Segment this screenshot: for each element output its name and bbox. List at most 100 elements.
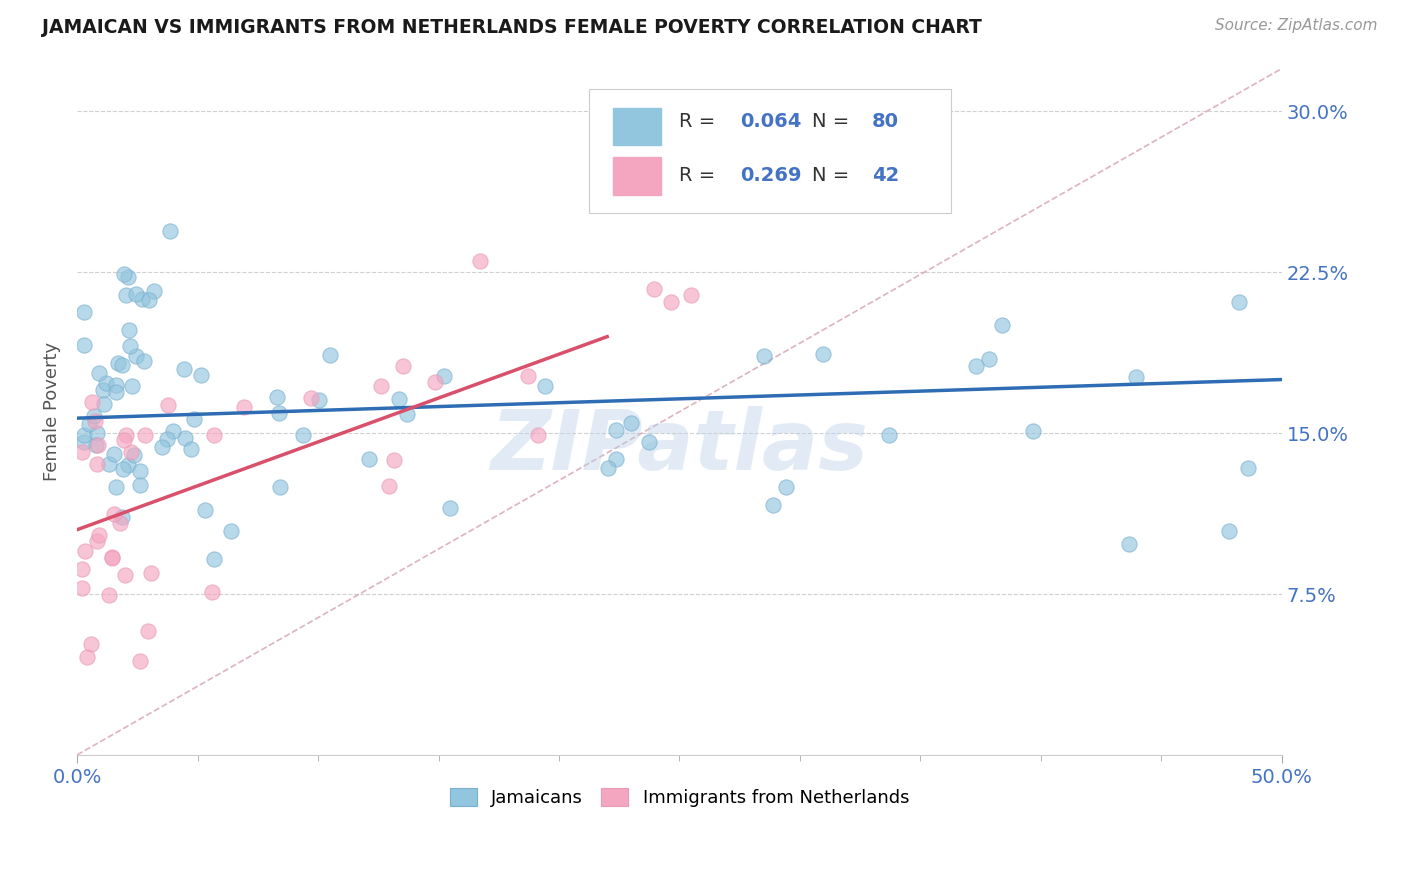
Point bbox=[73, 435, 96, 450]
Point bbox=[128, 464, 150, 478]
Point bbox=[762, 498, 785, 512]
Point bbox=[202, 428, 225, 442]
Point bbox=[308, 392, 330, 407]
Text: N =: N = bbox=[813, 112, 855, 131]
Point bbox=[86, 426, 108, 441]
Point bbox=[141, 566, 163, 580]
Point bbox=[977, 352, 1000, 367]
Text: 80: 80 bbox=[872, 112, 900, 131]
Point bbox=[378, 479, 401, 493]
Point bbox=[75, 544, 97, 558]
Point bbox=[136, 624, 159, 639]
Point bbox=[990, 318, 1012, 332]
Point bbox=[107, 356, 129, 370]
Point bbox=[73, 305, 96, 319]
Point bbox=[877, 427, 900, 442]
Point bbox=[533, 379, 555, 393]
Point bbox=[101, 551, 124, 566]
Point bbox=[620, 416, 643, 430]
Point bbox=[138, 293, 160, 307]
Point bbox=[681, 288, 703, 302]
Point bbox=[104, 378, 127, 392]
Point bbox=[382, 453, 405, 467]
Point bbox=[1218, 524, 1240, 538]
Point bbox=[392, 359, 415, 374]
Point bbox=[70, 562, 93, 576]
Text: R =: R = bbox=[679, 112, 721, 131]
Text: R =: R = bbox=[679, 166, 721, 185]
Point bbox=[439, 500, 461, 515]
Point bbox=[70, 581, 93, 595]
Point bbox=[269, 406, 291, 420]
Point bbox=[395, 407, 418, 421]
Point bbox=[129, 654, 152, 668]
Point bbox=[84, 414, 107, 428]
Point bbox=[103, 447, 125, 461]
Point bbox=[86, 438, 108, 452]
Point bbox=[174, 431, 197, 445]
Point bbox=[120, 338, 142, 352]
Point bbox=[159, 224, 181, 238]
Point bbox=[125, 286, 148, 301]
Point bbox=[201, 585, 224, 599]
FancyBboxPatch shape bbox=[589, 89, 950, 212]
Point bbox=[97, 457, 120, 471]
Point bbox=[122, 448, 145, 462]
Point bbox=[118, 323, 141, 337]
Point bbox=[190, 368, 212, 382]
Point bbox=[82, 395, 104, 409]
Point bbox=[120, 444, 142, 458]
Point bbox=[162, 424, 184, 438]
Point bbox=[131, 292, 153, 306]
Point bbox=[1237, 461, 1260, 475]
Point bbox=[112, 267, 135, 281]
Point bbox=[156, 432, 179, 446]
Point bbox=[98, 588, 121, 602]
Point bbox=[605, 424, 627, 438]
Point bbox=[614, 190, 637, 204]
Point bbox=[319, 349, 342, 363]
Point bbox=[76, 650, 98, 665]
Text: N =: N = bbox=[813, 166, 855, 185]
Point bbox=[754, 349, 776, 363]
Point bbox=[388, 392, 411, 406]
Y-axis label: Female Poverty: Female Poverty bbox=[44, 343, 60, 482]
Point bbox=[117, 269, 139, 284]
Text: 0.064: 0.064 bbox=[740, 112, 801, 131]
Point bbox=[596, 461, 619, 475]
Point bbox=[105, 480, 128, 494]
Point bbox=[643, 282, 665, 296]
Point bbox=[93, 397, 115, 411]
Point bbox=[77, 417, 100, 431]
Point bbox=[70, 445, 93, 459]
Point bbox=[202, 551, 225, 566]
Bar bbox=[613, 108, 661, 145]
Point bbox=[89, 528, 111, 542]
Text: ZIPatlas: ZIPatlas bbox=[491, 406, 869, 486]
Point bbox=[468, 254, 491, 268]
Point bbox=[266, 390, 288, 404]
Point bbox=[111, 510, 134, 524]
Point bbox=[93, 383, 115, 397]
Point bbox=[112, 462, 135, 476]
Point bbox=[115, 428, 138, 442]
Point bbox=[423, 375, 446, 389]
Point bbox=[173, 361, 195, 376]
Point bbox=[134, 354, 156, 368]
Point bbox=[134, 428, 156, 442]
Bar bbox=[613, 157, 661, 194]
Point bbox=[114, 434, 136, 448]
Point bbox=[269, 480, 291, 494]
Point bbox=[94, 376, 117, 391]
Point bbox=[301, 391, 323, 405]
Point bbox=[87, 438, 110, 452]
Point bbox=[80, 637, 103, 651]
Text: 0.269: 0.269 bbox=[740, 166, 801, 185]
Point bbox=[233, 400, 256, 414]
Point bbox=[86, 458, 108, 472]
Point bbox=[370, 378, 392, 392]
Point bbox=[1118, 536, 1140, 550]
Point bbox=[157, 398, 180, 412]
Point bbox=[117, 458, 139, 472]
Point bbox=[775, 480, 797, 494]
